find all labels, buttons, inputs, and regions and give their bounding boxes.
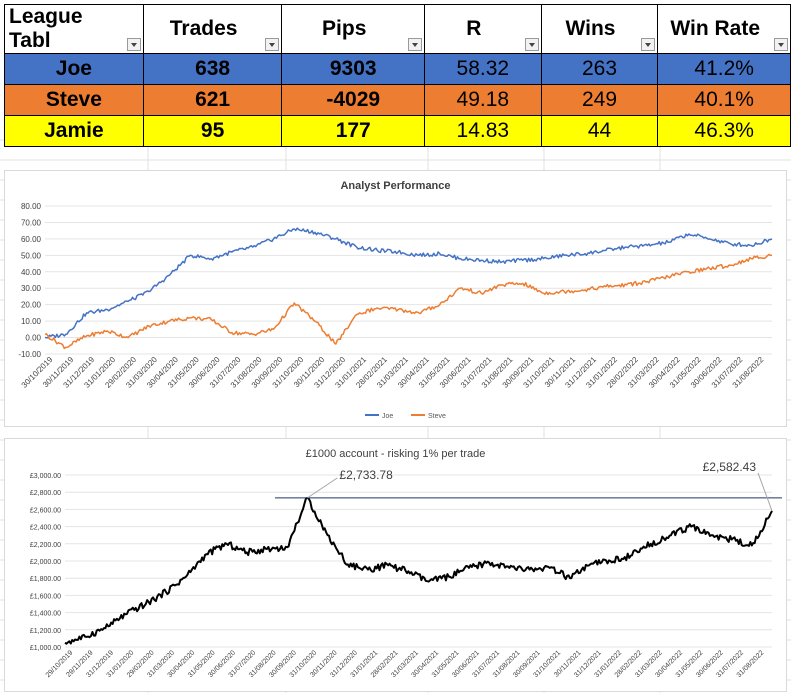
y-tick-label: £1,800.00 [30,576,61,583]
filter-dropdown-icon[interactable] [774,38,788,51]
chart-title: Analyst Performance [340,180,450,192]
cell-wins[interactable]: 44 [540,115,659,147]
cell-r[interactable]: 58.32 [424,53,542,85]
analyst-performance-svg: Analyst Performance 80.00 70.00 60.00 50.00 4… [18,180,773,420]
account-balance-chart[interactable]: £1000 account - risking 1% per trade £3,0… [4,438,787,692]
header-trades[interactable]: Trades [142,4,283,54]
cell-trades[interactable]: 621 [142,84,283,116]
cell-trades[interactable]: 638 [142,53,283,85]
y-tick-label: £1,400.00 [30,611,61,618]
y-tick-label: £2,800.00 [30,490,61,497]
cell-win-rate[interactable]: 41.2% [657,53,791,85]
cell-wins[interactable]: 249 [540,84,659,116]
table-row-jamie[interactable]: Jamie 95 177 14.83 44 46.3% [4,115,791,147]
sort-descending-icon[interactable] [524,38,539,51]
table-row-joe[interactable]: Joe 638 9303 58.32 263 41.2% [4,53,791,85]
cell-name[interactable]: Joe [4,53,144,85]
y-tick-label: £3,000.00 [30,473,61,480]
cell-name[interactable]: Jamie [4,115,144,147]
y-tick-label: 70.00 [21,218,42,227]
chart-title: £1000 account - risking 1% per trade [306,448,486,460]
annotation-leader [757,472,773,512]
y-tick-label: £2,400.00 [30,525,61,532]
y-tick-label: £1,000.00 [30,645,61,652]
cell-pips[interactable]: 177 [281,115,425,147]
cell-name[interactable]: Steve [4,84,144,116]
league-table: League Tabl Trades Pips R Wins Win Rate … [4,4,791,147]
y-tick-label: 0.00 [25,334,41,343]
filter-dropdown-icon[interactable] [126,38,141,51]
header-wins[interactable]: Wins [540,4,659,54]
annotation-latest-label: £2,582.43 [703,460,757,474]
series-line [64,496,773,645]
cell-r[interactable]: 49.18 [424,84,542,116]
y-tick-label: 50.00 [21,251,42,260]
y-tick-label: £2,200.00 [30,542,61,549]
league-table-header: League Tabl Trades Pips R Wins Win Rate [4,4,791,54]
annotation-peak-label: £2,733.78 [339,468,393,482]
filter-dropdown-icon[interactable] [408,38,422,51]
cell-r[interactable]: 14.83 [424,115,542,147]
cell-pips[interactable]: -4029 [281,84,425,116]
y-tick-label: 30.00 [21,284,42,293]
header-pips[interactable]: Pips [281,4,425,54]
filter-dropdown-icon[interactable] [265,38,280,51]
cell-wins[interactable]: 263 [540,53,659,85]
legend-label-steve: Steve [428,413,446,420]
header-win-rate[interactable]: Win Rate [657,4,791,54]
cell-win-rate[interactable]: 46.3% [657,115,791,147]
y-tick-label: 10.00 [21,317,42,326]
y-tick-label: 60.00 [21,235,42,244]
account-balance-svg: £1000 account - risking 1% per trade £3,0… [30,448,782,679]
header-r[interactable]: R [424,4,542,54]
series-line-joe [45,227,773,339]
y-tick-label: £2,600.00 [30,507,61,514]
cell-pips[interactable]: 9303 [281,53,425,85]
series-line-steve [44,253,773,350]
annotation-leader [307,477,338,499]
header-league-table[interactable]: League Tabl [4,4,144,54]
legend-label-joe: Joe [382,413,393,420]
analyst-performance-chart[interactable]: Analyst Performance 80.00 70.00 60.00 50.00 4… [4,170,787,427]
y-tick-label: 80.00 [21,202,42,211]
cell-win-rate[interactable]: 40.1% [657,84,791,116]
y-tick-label: £1,600.00 [30,593,61,600]
y-tick-label: 20.00 [21,301,42,310]
table-row-steve[interactable]: Steve 621 -4029 49.18 249 40.1% [4,84,791,116]
filter-dropdown-icon[interactable] [641,38,656,51]
y-tick-label: -10.00 [18,350,41,359]
y-tick-label: £2,000.00 [30,559,61,566]
cell-trades[interactable]: 95 [142,115,283,147]
y-tick-label: £1,200.00 [30,628,61,635]
y-tick-label: 40.00 [21,268,42,277]
